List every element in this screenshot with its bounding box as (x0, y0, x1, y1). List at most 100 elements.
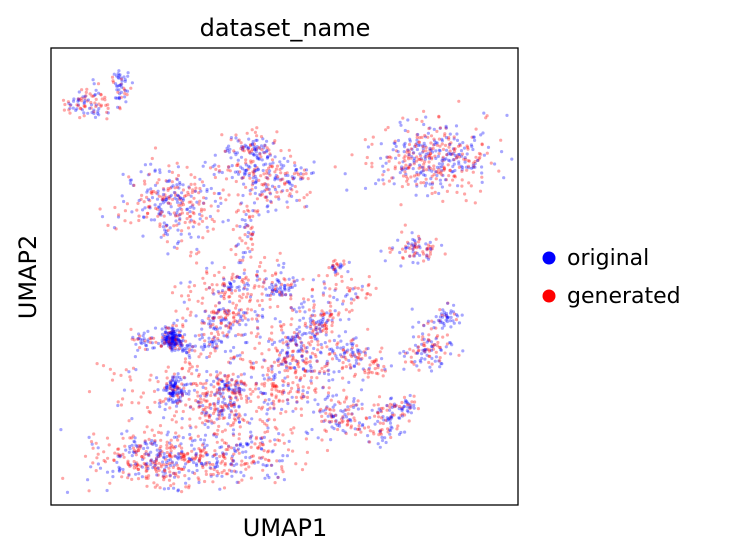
point-generated (318, 409, 322, 413)
point-generated (191, 381, 196, 386)
point-generated (61, 98, 66, 102)
point-generated (127, 472, 131, 476)
point-generated (270, 393, 274, 397)
point-original (332, 370, 336, 374)
point-original (423, 144, 427, 148)
point-generated (427, 153, 431, 157)
point-generated (179, 198, 183, 202)
point-original (145, 190, 149, 194)
point-original (200, 327, 204, 331)
point-original (467, 166, 471, 170)
point-generated (235, 443, 239, 447)
point-generated (197, 222, 201, 226)
point-original (118, 92, 122, 96)
point-generated (232, 315, 236, 319)
point-original (412, 158, 416, 162)
point-original (300, 333, 304, 337)
point-original (188, 210, 192, 214)
point-generated (212, 432, 216, 436)
point-original (221, 387, 225, 391)
point-original (227, 387, 231, 391)
point-generated (103, 95, 107, 99)
point-original (299, 302, 304, 306)
point-generated (342, 262, 346, 266)
point-original (316, 319, 321, 323)
point-original (370, 408, 374, 412)
point-original (358, 427, 362, 431)
point-original (301, 367, 305, 372)
point-generated (322, 282, 326, 286)
point-original (404, 172, 408, 176)
point-generated (208, 403, 212, 407)
point-original (153, 183, 158, 187)
point-original (171, 346, 175, 350)
point-original (273, 317, 277, 321)
point-original (343, 408, 347, 412)
point-original (152, 218, 157, 222)
point-generated (246, 246, 250, 250)
point-generated (272, 406, 276, 410)
point-generated (239, 380, 243, 384)
point-generated (243, 286, 247, 290)
point-generated (314, 333, 318, 337)
point-original (240, 176, 244, 180)
point-original (170, 400, 174, 404)
point-original (227, 381, 231, 385)
point-generated (135, 461, 139, 465)
point-generated (401, 116, 405, 120)
point-generated (420, 158, 424, 162)
point-generated (287, 148, 291, 152)
point-generated (212, 467, 216, 472)
point-original (291, 177, 295, 181)
point-original (438, 365, 442, 369)
point-original (286, 401, 290, 406)
point-generated (270, 273, 274, 278)
point-generated (215, 432, 219, 436)
point-generated (419, 165, 423, 169)
point-original (335, 356, 339, 361)
point-original (352, 405, 356, 409)
point-generated (412, 162, 416, 166)
point-generated (201, 236, 205, 240)
point-original (252, 201, 257, 205)
point-original (423, 135, 428, 139)
point-generated (272, 384, 277, 388)
point-original (449, 341, 453, 345)
point-original (166, 331, 170, 335)
point-original (212, 402, 216, 406)
point-original (165, 233, 170, 237)
point-original (255, 313, 259, 317)
point-original (202, 183, 206, 188)
point-original (181, 183, 185, 187)
point-generated (183, 194, 187, 198)
point-original (253, 163, 257, 167)
point-generated (93, 101, 97, 105)
point-original (356, 350, 360, 354)
point-generated (430, 174, 434, 178)
point-generated (249, 159, 253, 163)
point-generated (269, 364, 273, 368)
point-original (415, 177, 419, 181)
point-generated (273, 443, 277, 447)
point-generated (232, 320, 236, 324)
point-generated (157, 454, 161, 459)
point-original (251, 142, 255, 146)
point-original (302, 300, 306, 304)
point-generated (283, 369, 287, 373)
point-generated (430, 156, 434, 160)
point-generated (429, 166, 433, 171)
point-generated (464, 199, 468, 203)
point-generated (258, 441, 262, 445)
point-original (218, 392, 222, 396)
point-original (428, 240, 432, 244)
point-original (209, 186, 213, 191)
point-generated (269, 200, 273, 205)
point-original (318, 330, 322, 334)
point-generated (377, 395, 382, 399)
point-generated (345, 350, 349, 354)
point-generated (214, 304, 218, 308)
point-original (433, 142, 437, 146)
point-original (377, 178, 381, 182)
point-generated (175, 161, 179, 165)
point-generated (435, 344, 439, 348)
